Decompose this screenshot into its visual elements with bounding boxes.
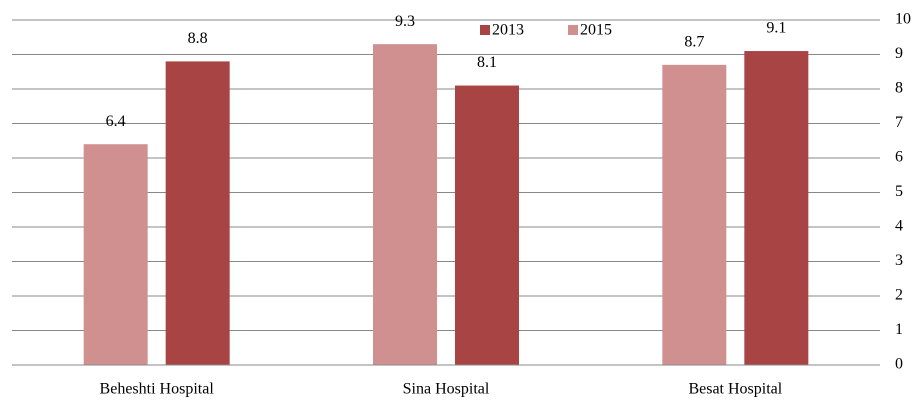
y-tick-label: 7 <box>895 114 903 131</box>
bar <box>662 64 727 365</box>
y-tick-label: 1 <box>895 321 903 338</box>
y-tick-label: 3 <box>895 252 903 269</box>
data-label: 8.7 <box>684 34 704 51</box>
data-label: 8.1 <box>477 54 497 71</box>
y-tick-label: 8 <box>895 80 903 97</box>
data-label: 6.4 <box>106 113 126 130</box>
y-tick-label: 6 <box>895 149 903 166</box>
x-tick-label: Sina Hospital <box>403 381 490 398</box>
legend-swatch <box>568 25 578 35</box>
x-tick-label: Beheshti Hospital <box>100 381 215 398</box>
y-tick-label: 10 <box>895 11 911 28</box>
legend-label: 2013 <box>492 22 524 39</box>
x-tick-label: Besat Hospital <box>688 381 782 398</box>
bar <box>744 51 809 366</box>
data-label: 9.3 <box>395 13 415 30</box>
bar <box>83 144 148 365</box>
y-tick-label: 5 <box>895 183 903 200</box>
bar <box>373 44 437 366</box>
y-tick-label: 2 <box>895 287 903 304</box>
bar <box>165 61 230 366</box>
legend-label: 2015 <box>580 22 612 39</box>
bar <box>455 85 519 366</box>
y-tick-label: 9 <box>895 45 903 62</box>
y-tick-label: 4 <box>895 218 903 235</box>
y-tick-label: 0 <box>895 356 903 373</box>
data-label: 9.1 <box>766 20 786 37</box>
legend-swatch <box>480 25 490 35</box>
data-label: 8.8 <box>188 30 208 47</box>
